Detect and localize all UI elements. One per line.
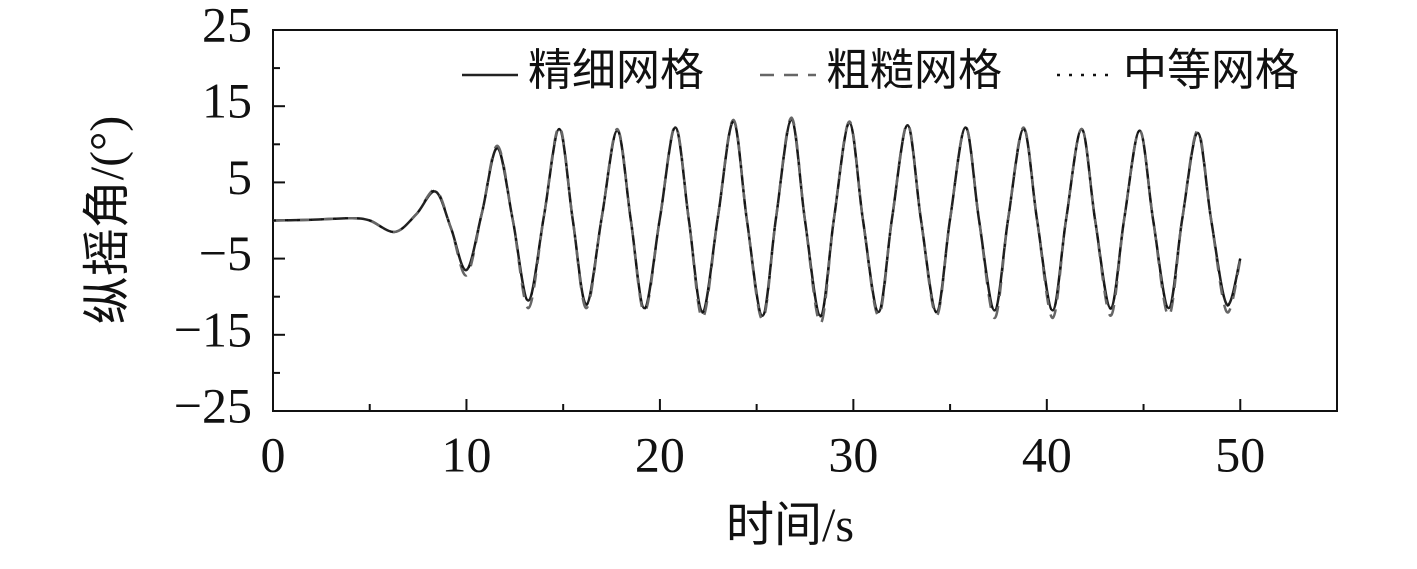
x-tick-label: 40 xyxy=(1022,426,1072,482)
x-axis-label: 时间/s xyxy=(726,499,854,552)
x-tick-label: 50 xyxy=(1215,426,1265,482)
y-tick-label: 15 xyxy=(202,73,252,129)
line-series xyxy=(272,118,1242,318)
x-tick-label: 10 xyxy=(441,426,491,482)
legend-label: 中等网格 xyxy=(1123,46,1299,95)
x-tick-label: 0 xyxy=(261,426,286,482)
y-axis-label: 纵摇角/(°) xyxy=(81,116,134,325)
x-tick-label: 30 xyxy=(828,426,878,482)
x-tick-label: 20 xyxy=(635,426,685,482)
y-tick-label: 25 xyxy=(202,0,252,52)
y-tick-label: −5 xyxy=(199,225,252,281)
line-series xyxy=(272,116,1242,325)
legend-label: 粗糙网格 xyxy=(826,46,1002,95)
y-tick-label: −15 xyxy=(174,301,252,357)
y-tick-label: 5 xyxy=(227,149,252,205)
legend-label: 精细网格 xyxy=(528,46,704,95)
y-tick-label: −25 xyxy=(174,377,252,433)
